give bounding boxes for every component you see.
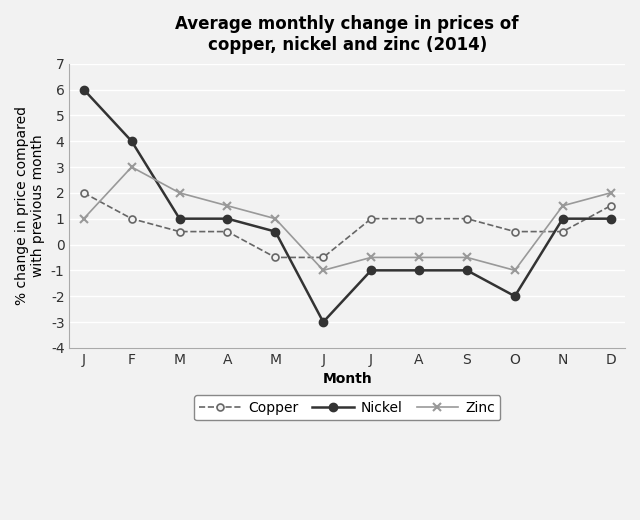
Legend: Copper, Nickel, Zinc: Copper, Nickel, Zinc [194,395,500,421]
Y-axis label: % change in price compared
with previous month: % change in price compared with previous… [15,106,45,305]
X-axis label: Month: Month [323,372,372,386]
Title: Average monthly change in prices of
copper, nickel and zinc (2014): Average monthly change in prices of copp… [175,15,519,54]
